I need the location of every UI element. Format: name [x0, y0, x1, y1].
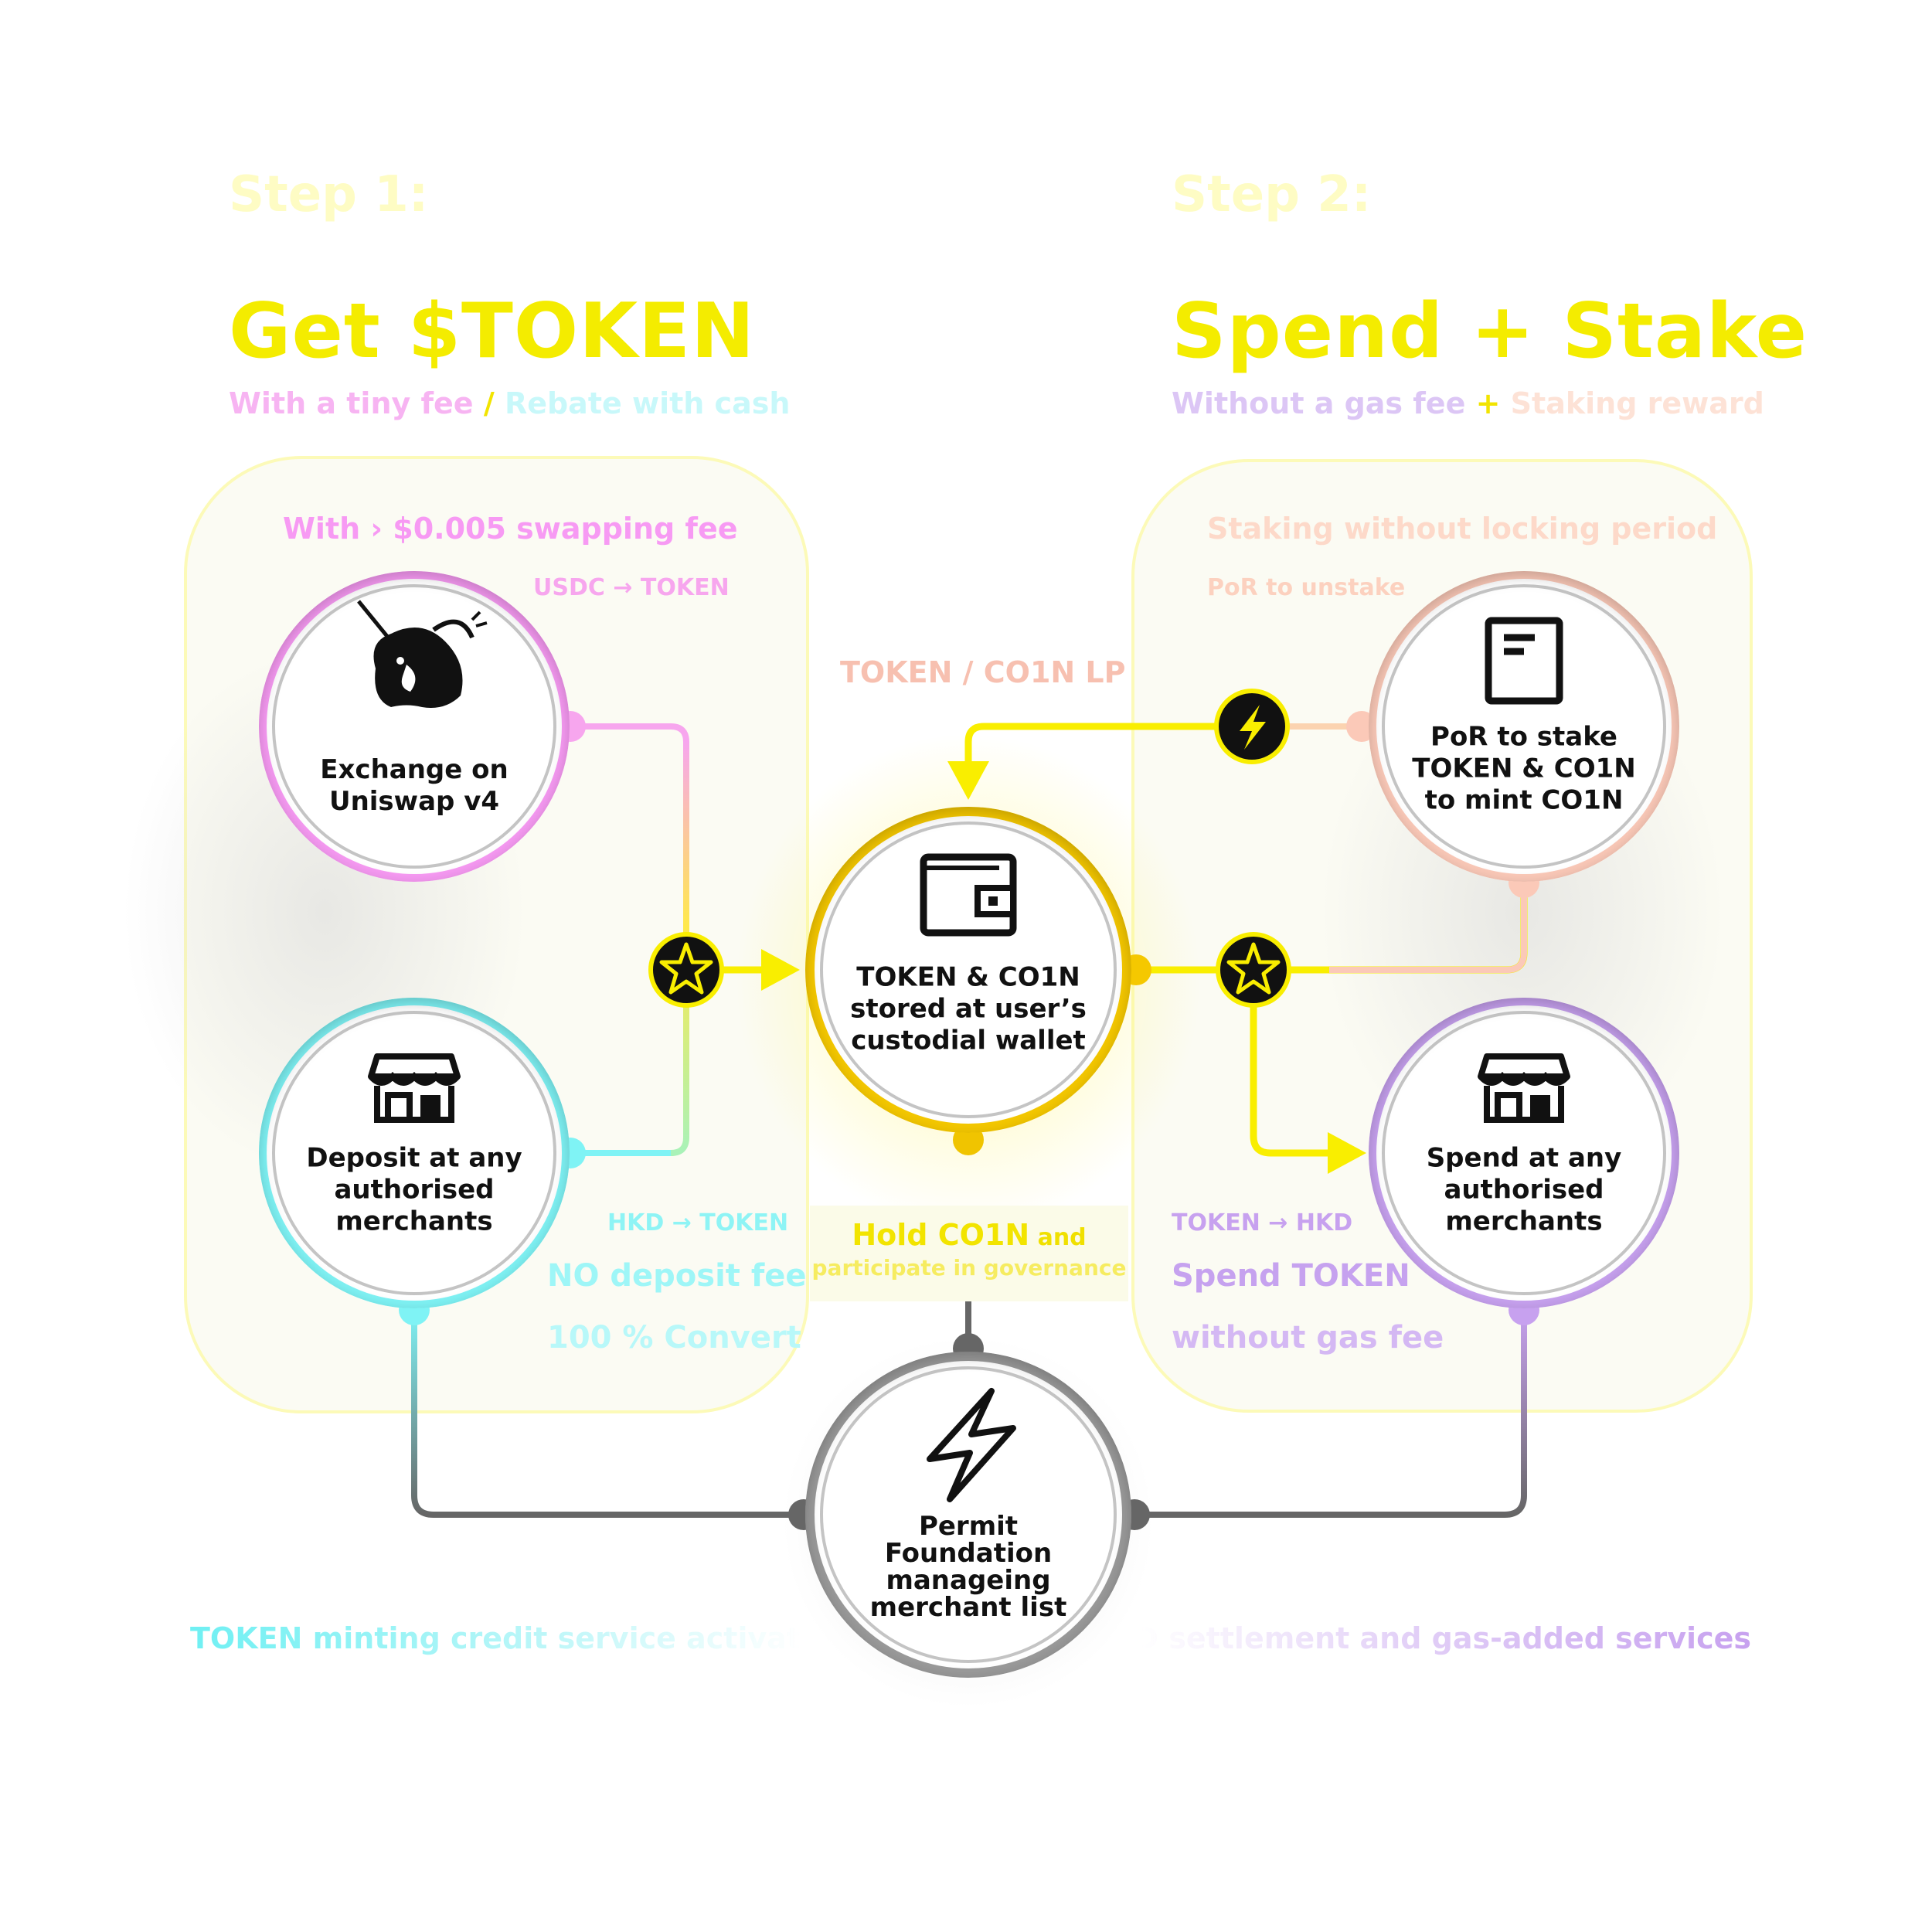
stake-node[interactable] [1369, 571, 1679, 882]
foundation-node[interactable] [805, 1352, 1131, 1678]
step1-subtitle-b: Rebate with cash [504, 386, 791, 420]
step1-title: Get $TOKEN [229, 287, 756, 376]
storefront-icon [368, 1053, 461, 1123]
spend-node[interactable] [1369, 998, 1679, 1308]
stake-node-text: PoR to stake TOKEN & CO1N to mint CO1N [1412, 722, 1635, 817]
convert-label: 100 % Convert [547, 1320, 801, 1355]
hold-coin-strong: Hold CO1N [852, 1218, 1030, 1252]
wallet-line3: custodial wallet [851, 1025, 1086, 1056]
stake-line1: PoR to stake [1430, 721, 1617, 753]
spend-line1: Spend at any [1426, 1142, 1622, 1174]
wallet-node[interactable] [805, 807, 1131, 1133]
arrow-head-to-spend [1328, 1132, 1366, 1174]
spend-node-text: Spend at any authorised merchants [1427, 1143, 1622, 1238]
settlement-text: HKD settlement and gas-added services [1141, 1621, 1751, 1655]
uniswap-node[interactable] [259, 571, 570, 882]
step2-subtitle: Without a gas fee + Staking reward [1172, 386, 1764, 420]
lp-arrow-head [947, 761, 989, 800]
step1-subtitle: With a tiny fee / Rebate with cash [229, 386, 790, 420]
step2-label: Step 2: [1172, 166, 1372, 223]
deposit-node-text: Deposit at any authorised merchants [306, 1143, 522, 1238]
deposit-line1: Deposit at any [306, 1142, 522, 1174]
spend-token-label: Spend TOKEN [1172, 1258, 1410, 1294]
uniswap-line2: Uniswap v4 [328, 786, 500, 817]
hold-coin-line: Hold CO1N and [810, 1218, 1128, 1252]
lightning-icon [927, 1388, 1016, 1502]
unicorn-icon [357, 600, 488, 708]
uniswap-connector [570, 723, 689, 970]
swap-fee-label: With › $0.005 swapping fee [283, 512, 738, 546]
hkd-token-label: HKD → TOKEN [607, 1209, 789, 1236]
no-gas-label: without gas fee [1172, 1320, 1444, 1355]
stake-line3: to mint CO1N [1424, 784, 1624, 816]
step2-subtitle-b: Staking reward [1510, 386, 1764, 420]
settlement-label: HKD settlement and gas-added services [1141, 1621, 1751, 1655]
uniswap-line1: Exchange on [320, 754, 509, 785]
step2-title: Spend + Stake [1172, 287, 1808, 376]
foundation-node-text: Permit Foundation manageing merchant lis… [870, 1513, 1067, 1621]
lp-arrow-line [964, 723, 1229, 765]
stake-line2: TOKEN & CO1N [1412, 753, 1636, 784]
step1-subtitle-a: With a tiny fee [229, 386, 474, 420]
left-merge-line [570, 742, 689, 1156]
no-deposit-fee-label: NO deposit fee [547, 1258, 807, 1294]
storefront-icon [1478, 1053, 1570, 1123]
staking-label: Staking without locking period [1207, 512, 1718, 546]
star-badge-right [1216, 932, 1291, 1008]
deposit-to-foundation [411, 1310, 804, 1518]
arrow-to-spend [1250, 970, 1329, 1157]
wallet-node-text: TOKEN & CO1N stored at user’s custodial … [850, 962, 1087, 1057]
minting-credit-label: TOKEN minting credit service activation [190, 1621, 801, 1655]
deposit-node[interactable] [259, 998, 570, 1308]
lightning-badge [1214, 689, 1290, 764]
deposit-line2: authorised [334, 1174, 495, 1206]
deposit-line3: merchants [335, 1206, 493, 1237]
token-hkd-label: TOKEN → HKD [1172, 1209, 1353, 1236]
star-badge-left [648, 932, 724, 1008]
uniswap-node-text: Exchange on Uniswap v4 [320, 754, 508, 818]
step2-subtitle-sep: + [1465, 386, 1511, 420]
spend-line3: merchants [1445, 1206, 1603, 1237]
stake-down-line [1329, 885, 1527, 973]
unstake-label: PoR to unstake [1207, 574, 1406, 601]
step1-subtitle-sep: / [473, 386, 505, 420]
wallet-line1: TOKEN & CO1N [856, 961, 1080, 993]
wallet-icon [920, 853, 1017, 937]
spend-line2: authorised [1444, 1174, 1604, 1206]
hold-coin-and: and [1029, 1224, 1087, 1251]
arrow-head-to-wallet [761, 949, 800, 991]
step2-subtitle-a: Without a gas fee [1172, 386, 1466, 420]
lp-label: TOKEN / CO1N LP [840, 655, 1126, 689]
document-icon [1485, 617, 1563, 705]
foundation-line3: manageing [886, 1565, 1051, 1596]
step1-label: Step 1: [229, 166, 429, 223]
usdc-token-label: USDC → TOKEN [533, 574, 730, 601]
governance-line: participate in governance [811, 1255, 1127, 1281]
foundation-line4: merchant list [869, 1592, 1067, 1623]
spend-to-foundation [1134, 1310, 1527, 1518]
hold-coin-box: Hold CO1N and participate in governance [810, 1206, 1128, 1301]
foundation-line2: Foundation [884, 1538, 1053, 1569]
foundation-line1: Permit [918, 1511, 1019, 1542]
wallet-line2: stored at user’s [850, 993, 1087, 1025]
